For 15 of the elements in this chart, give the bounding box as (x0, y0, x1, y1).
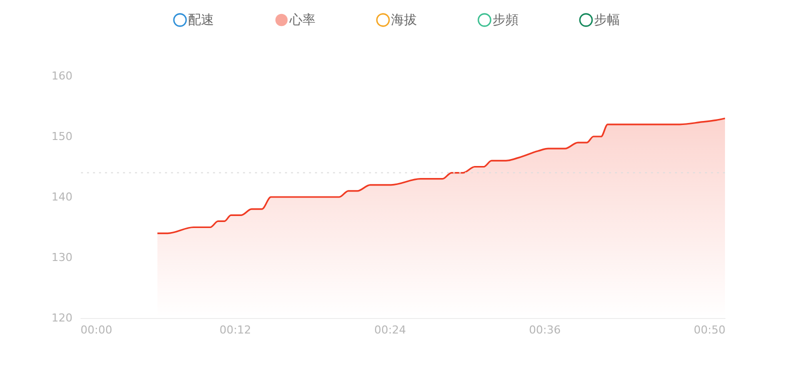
legend-label: 步頻 (492, 13, 518, 28)
x-tick-label: 00:24 (374, 324, 406, 336)
x-tick-label: 00:00 (80, 324, 112, 336)
legend-label: 配速 (188, 13, 214, 28)
y-tick-label: 160 (52, 70, 72, 82)
legend-label: 步幅 (594, 13, 620, 28)
x-tick-label: 00:36 (529, 324, 561, 336)
y-tick-label: 140 (52, 190, 72, 204)
x-tick-label: 00:12 (219, 324, 252, 336)
y-tick-label: 130 (52, 251, 72, 264)
legend-label: 心率 (288, 12, 316, 28)
y-tick-label: 120 (52, 312, 72, 324)
x-tick-label: 00:50 (694, 324, 726, 336)
legend-label: 海拔 (391, 13, 417, 28)
y-tick-label: 150 (52, 130, 72, 143)
